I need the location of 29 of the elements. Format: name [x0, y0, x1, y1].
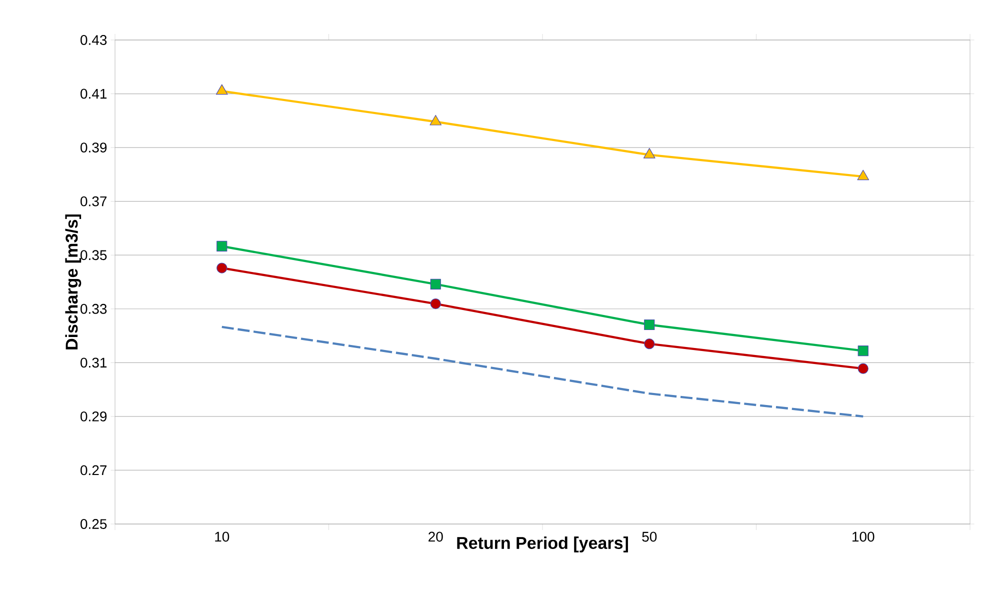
y-tick-label: 0.25 — [80, 519, 107, 529]
point — [430, 298, 441, 310]
y-axis-title: Discharge [m3/s] — [65, 214, 82, 350]
y-tick-label: 0.41 — [80, 88, 107, 99]
point — [858, 346, 868, 356]
point — [216, 262, 228, 274]
x-tick-label: 10 — [215, 532, 230, 542]
x-tick-label: 100 — [852, 532, 874, 542]
point — [858, 363, 868, 374]
x-tick-label: 50 — [642, 532, 657, 542]
x-tick-label: 20 — [428, 532, 443, 542]
point — [430, 278, 441, 290]
y-tick-label: 0.35 — [80, 250, 107, 260]
point — [216, 84, 228, 95]
point — [430, 114, 442, 126]
point — [216, 240, 228, 252]
point — [644, 338, 655, 350]
point — [857, 170, 870, 180]
y-tick-label: 0.31 — [80, 358, 107, 368]
y-tick-label: 0.43 — [80, 35, 107, 45]
point — [644, 319, 655, 330]
line-series — [220, 326, 864, 418]
y-tick-label: 0.39 — [80, 142, 107, 153]
y-tick-label: 0.37 — [80, 196, 107, 206]
point — [643, 148, 656, 158]
y-tick-label: 0.33 — [80, 304, 107, 314]
y-tick-label: 0.29 — [80, 411, 107, 422]
y-tick-label: 0.27 — [80, 465, 107, 476]
x-axis-title: Return Period [years] — [457, 536, 628, 552]
